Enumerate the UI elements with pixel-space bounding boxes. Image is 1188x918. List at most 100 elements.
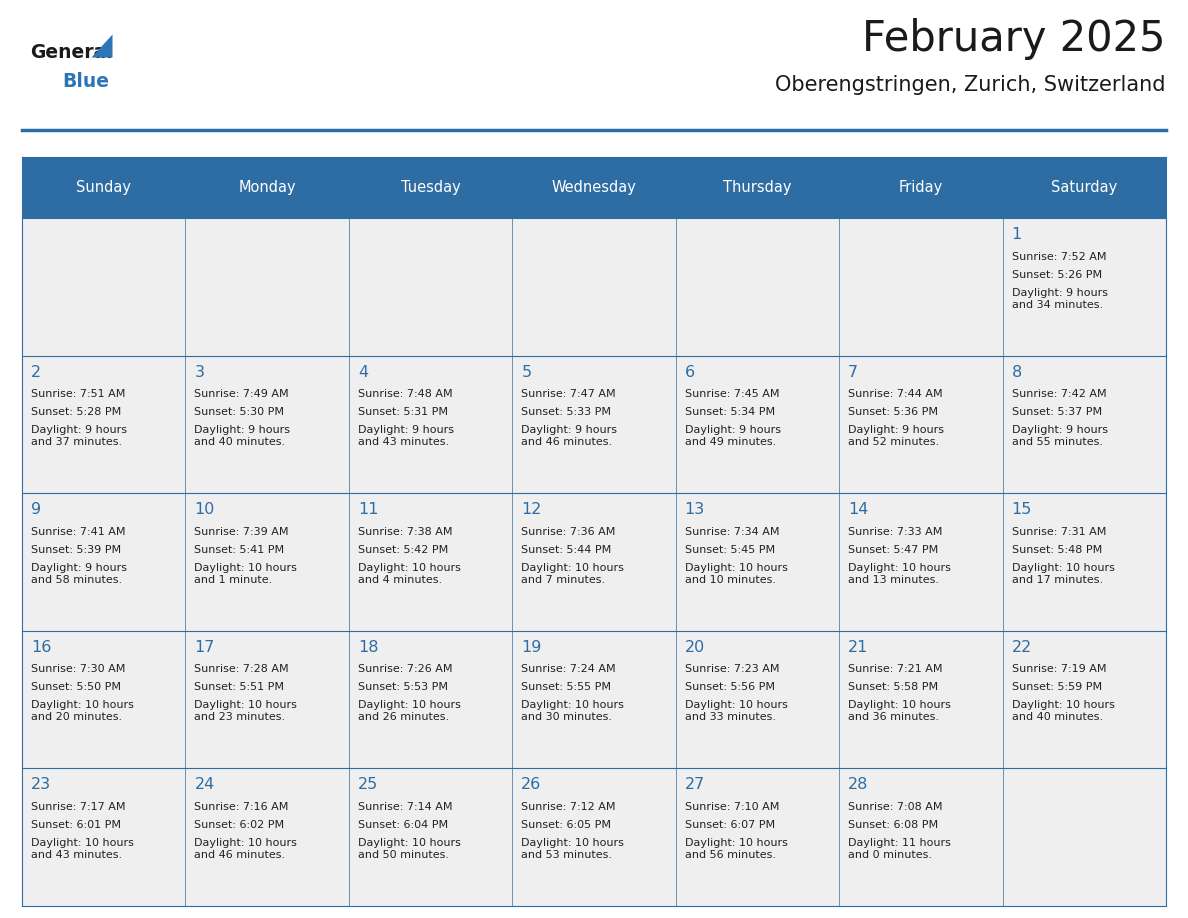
Text: Sunrise: 7:45 AM: Sunrise: 7:45 AM (684, 389, 779, 399)
Text: Sunrise: 7:26 AM: Sunrise: 7:26 AM (358, 665, 453, 675)
Bar (839, 218, 1003, 356)
Text: Sunrise: 7:39 AM: Sunrise: 7:39 AM (195, 527, 289, 537)
Text: Daylight: 9 hours
and 55 minutes.: Daylight: 9 hours and 55 minutes. (1011, 425, 1107, 447)
Text: Sunrise: 7:14 AM: Sunrise: 7:14 AM (358, 802, 453, 812)
Text: Oberengstringen, Zurich, Switzerland: Oberengstringen, Zurich, Switzerland (776, 75, 1165, 95)
Bar (512, 768, 676, 906)
Bar (185, 356, 349, 494)
Text: Sunset: 5:50 PM: Sunset: 5:50 PM (31, 682, 121, 692)
Text: Sunset: 5:36 PM: Sunset: 5:36 PM (848, 408, 939, 418)
Text: Sunrise: 7:21 AM: Sunrise: 7:21 AM (848, 665, 942, 675)
Text: 26: 26 (522, 778, 542, 792)
Text: Sunset: 6:05 PM: Sunset: 6:05 PM (522, 820, 612, 830)
Text: Daylight: 9 hours
and 40 minutes.: Daylight: 9 hours and 40 minutes. (195, 425, 290, 447)
Text: Daylight: 10 hours
and 7 minutes.: Daylight: 10 hours and 7 minutes. (522, 563, 624, 585)
Text: 15: 15 (1011, 502, 1032, 518)
Text: Sunset: 5:26 PM: Sunset: 5:26 PM (1011, 270, 1101, 280)
Text: 20: 20 (684, 640, 704, 655)
Text: Daylight: 10 hours
and 43 minutes.: Daylight: 10 hours and 43 minutes. (31, 837, 134, 860)
Text: Sunset: 5:47 PM: Sunset: 5:47 PM (848, 544, 939, 554)
Text: 11: 11 (358, 502, 378, 518)
Text: Sunset: 5:42 PM: Sunset: 5:42 PM (358, 544, 448, 554)
Text: 18: 18 (358, 640, 378, 655)
Text: Daylight: 9 hours
and 52 minutes.: Daylight: 9 hours and 52 minutes. (848, 425, 944, 447)
Bar (676, 768, 839, 906)
Text: Sunrise: 7:23 AM: Sunrise: 7:23 AM (684, 665, 779, 675)
Text: 14: 14 (848, 502, 868, 518)
Text: 9: 9 (31, 502, 42, 518)
Text: 16: 16 (31, 640, 51, 655)
Text: 21: 21 (848, 640, 868, 655)
Bar (185, 218, 349, 356)
Text: Sunset: 5:28 PM: Sunset: 5:28 PM (31, 408, 121, 418)
Bar (839, 356, 1003, 494)
Text: Sunrise: 7:12 AM: Sunrise: 7:12 AM (522, 802, 615, 812)
Text: Sunset: 5:37 PM: Sunset: 5:37 PM (1011, 408, 1101, 418)
Text: Sunset: 6:08 PM: Sunset: 6:08 PM (848, 820, 939, 830)
Text: Sunrise: 7:44 AM: Sunrise: 7:44 AM (848, 389, 943, 399)
Polygon shape (91, 35, 113, 58)
Bar (676, 494, 839, 631)
Text: Blue: Blue (62, 72, 109, 91)
Text: Sunrise: 7:52 AM: Sunrise: 7:52 AM (1011, 252, 1106, 262)
Bar (185, 768, 349, 906)
Text: 23: 23 (31, 778, 51, 792)
Text: Daylight: 10 hours
and 40 minutes.: Daylight: 10 hours and 40 minutes. (1011, 700, 1114, 722)
Text: 22: 22 (1011, 640, 1032, 655)
Text: Sunset: 5:51 PM: Sunset: 5:51 PM (195, 682, 284, 692)
Bar (676, 356, 839, 494)
Text: Daylight: 9 hours
and 46 minutes.: Daylight: 9 hours and 46 minutes. (522, 425, 618, 447)
Text: Sunrise: 7:17 AM: Sunrise: 7:17 AM (31, 802, 126, 812)
Text: Sunrise: 7:51 AM: Sunrise: 7:51 AM (31, 389, 126, 399)
Text: Sunrise: 7:16 AM: Sunrise: 7:16 AM (195, 802, 289, 812)
Text: Sunrise: 7:31 AM: Sunrise: 7:31 AM (1011, 527, 1106, 537)
Text: Sunset: 6:01 PM: Sunset: 6:01 PM (31, 820, 121, 830)
Text: Daylight: 10 hours
and 10 minutes.: Daylight: 10 hours and 10 minutes. (684, 563, 788, 585)
Bar (676, 631, 839, 768)
Bar (185, 631, 349, 768)
Bar (839, 494, 1003, 631)
Text: Sunset: 6:04 PM: Sunset: 6:04 PM (358, 820, 448, 830)
Text: Sunrise: 7:24 AM: Sunrise: 7:24 AM (522, 665, 615, 675)
Text: Sunset: 5:39 PM: Sunset: 5:39 PM (31, 544, 121, 554)
Bar (23, 768, 185, 906)
Text: Thursday: Thursday (723, 180, 791, 196)
Text: Sunset: 5:44 PM: Sunset: 5:44 PM (522, 544, 612, 554)
Bar (676, 218, 839, 356)
Text: 5: 5 (522, 365, 531, 380)
Bar (512, 356, 676, 494)
Text: Daylight: 10 hours
and 1 minute.: Daylight: 10 hours and 1 minute. (195, 563, 297, 585)
Text: February 2025: February 2025 (862, 18, 1165, 60)
Text: 10: 10 (195, 502, 215, 518)
Text: Daylight: 10 hours
and 20 minutes.: Daylight: 10 hours and 20 minutes. (31, 700, 134, 722)
Text: Sunset: 5:48 PM: Sunset: 5:48 PM (1011, 544, 1101, 554)
Text: Sunday: Sunday (76, 180, 131, 196)
Bar (23, 218, 185, 356)
Text: Sunrise: 7:34 AM: Sunrise: 7:34 AM (684, 527, 779, 537)
Bar (1003, 631, 1165, 768)
Bar (23, 356, 185, 494)
Text: Sunset: 5:41 PM: Sunset: 5:41 PM (195, 544, 285, 554)
Text: Sunrise: 7:28 AM: Sunrise: 7:28 AM (195, 665, 289, 675)
Text: Sunset: 5:56 PM: Sunset: 5:56 PM (684, 682, 775, 692)
Text: Daylight: 10 hours
and 17 minutes.: Daylight: 10 hours and 17 minutes. (1011, 563, 1114, 585)
Text: Sunrise: 7:49 AM: Sunrise: 7:49 AM (195, 389, 289, 399)
Bar (23, 631, 185, 768)
Text: General: General (30, 42, 113, 62)
Text: Daylight: 11 hours
and 0 minutes.: Daylight: 11 hours and 0 minutes. (848, 837, 952, 860)
Text: Sunset: 5:33 PM: Sunset: 5:33 PM (522, 408, 612, 418)
Bar (349, 768, 512, 906)
Text: Daylight: 10 hours
and 13 minutes.: Daylight: 10 hours and 13 minutes. (848, 563, 952, 585)
Bar (185, 494, 349, 631)
Bar (23, 157, 1165, 218)
Text: Daylight: 10 hours
and 33 minutes.: Daylight: 10 hours and 33 minutes. (684, 700, 788, 722)
Text: Daylight: 9 hours
and 37 minutes.: Daylight: 9 hours and 37 minutes. (31, 425, 127, 447)
Text: Daylight: 9 hours
and 58 minutes.: Daylight: 9 hours and 58 minutes. (31, 563, 127, 585)
Text: Daylight: 9 hours
and 34 minutes.: Daylight: 9 hours and 34 minutes. (1011, 287, 1107, 310)
Text: 4: 4 (358, 365, 368, 380)
Text: Sunrise: 7:30 AM: Sunrise: 7:30 AM (31, 665, 126, 675)
Bar (23, 494, 185, 631)
Text: Daylight: 10 hours
and 50 minutes.: Daylight: 10 hours and 50 minutes. (358, 837, 461, 860)
Text: 1: 1 (1011, 228, 1022, 242)
Text: Sunset: 5:59 PM: Sunset: 5:59 PM (1011, 682, 1101, 692)
